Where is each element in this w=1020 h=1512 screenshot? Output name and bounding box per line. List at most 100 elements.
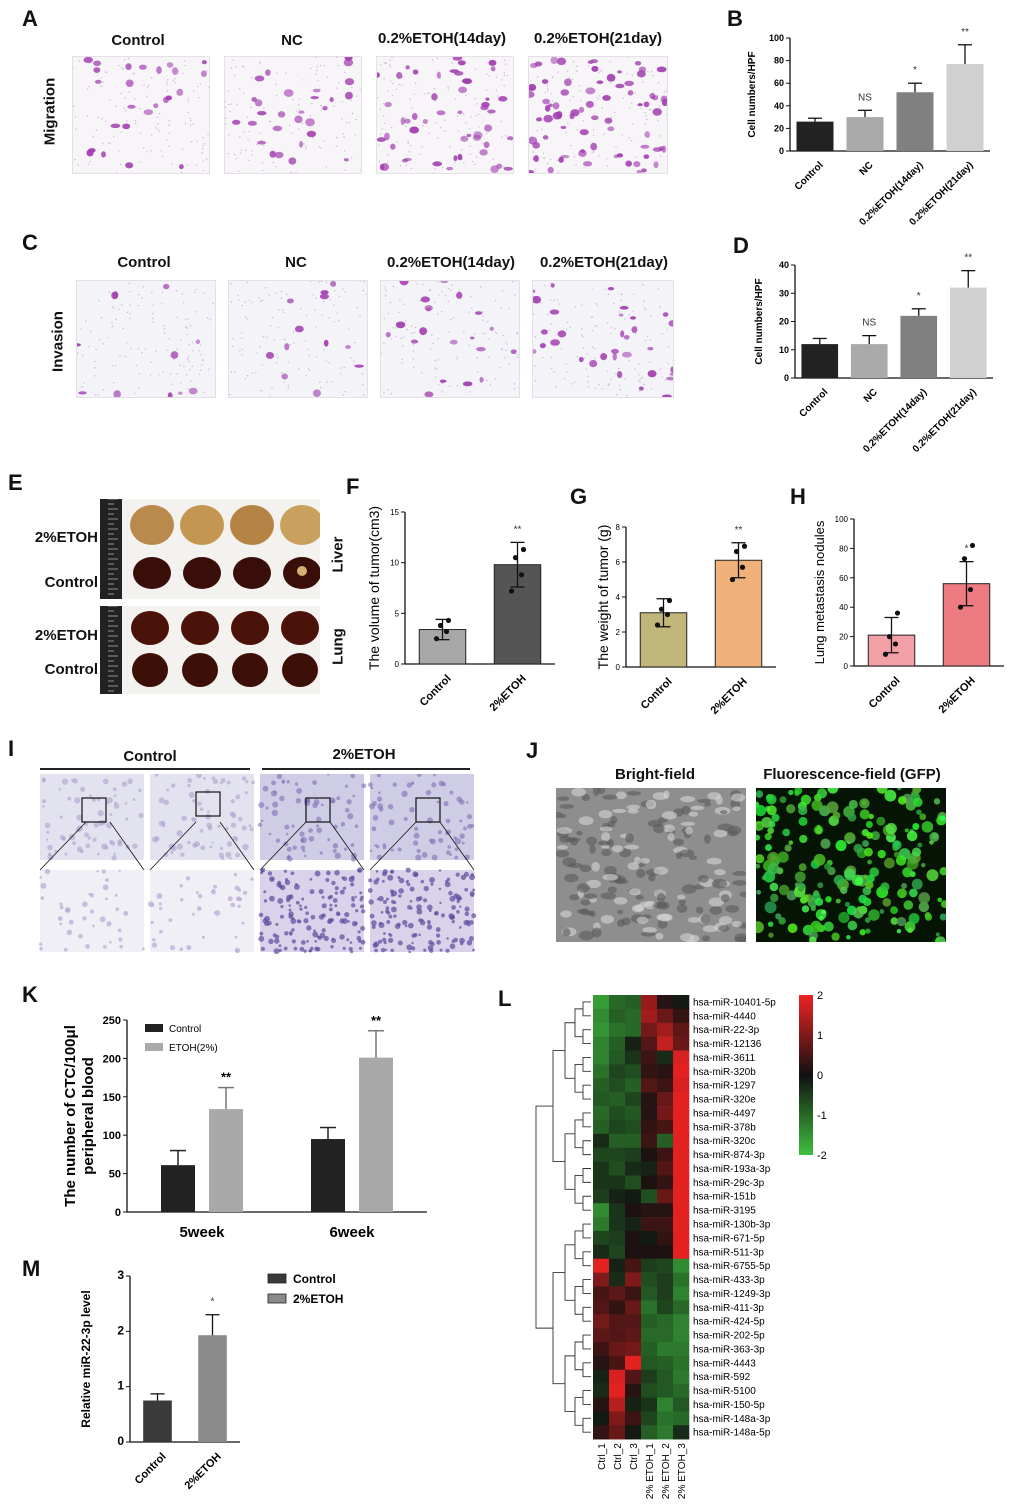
pore xyxy=(387,312,389,315)
nucleus xyxy=(390,848,394,852)
heatmap-cell xyxy=(609,1189,626,1204)
heatmap-cell xyxy=(593,1397,610,1412)
nucleus xyxy=(413,832,420,839)
nucleus xyxy=(342,918,348,925)
nucleus xyxy=(294,782,299,786)
pore xyxy=(547,313,549,316)
heatmap-cell xyxy=(641,1133,658,1148)
heatmap-cell xyxy=(673,1064,690,1079)
pore xyxy=(316,356,318,358)
data-point xyxy=(886,634,893,640)
dendrogram-branch xyxy=(564,1022,575,1079)
pore xyxy=(383,77,385,80)
gfp-cell xyxy=(876,788,888,794)
nucleus xyxy=(371,826,377,832)
stained-cell xyxy=(651,95,659,101)
stained-cell xyxy=(620,330,625,338)
pore xyxy=(381,352,382,355)
nucleus xyxy=(330,944,334,949)
pore xyxy=(250,106,252,108)
nucleus xyxy=(466,940,473,946)
pore xyxy=(609,60,611,63)
pore xyxy=(251,372,254,375)
nucleus xyxy=(394,923,401,929)
pore xyxy=(320,147,322,150)
gfp-cell xyxy=(799,834,808,844)
stained-cell xyxy=(377,72,380,78)
nucleus xyxy=(360,909,366,914)
pore xyxy=(638,390,641,392)
legend-swatch xyxy=(267,1293,287,1304)
pore xyxy=(238,299,240,301)
pore xyxy=(560,347,563,350)
stained-cell xyxy=(294,325,304,333)
nucleus xyxy=(268,938,274,945)
pore xyxy=(492,158,495,161)
nucleus xyxy=(300,940,306,945)
pore xyxy=(557,71,559,73)
pore xyxy=(277,327,279,329)
heatmap-cell xyxy=(641,1161,658,1176)
stained-cell xyxy=(330,281,337,287)
nucleus xyxy=(380,910,384,914)
pore xyxy=(281,372,283,374)
y-tick-label: 80 xyxy=(839,544,848,553)
nucleus xyxy=(118,869,121,872)
cell xyxy=(635,869,646,878)
nucleus xyxy=(369,803,376,810)
pore xyxy=(601,107,604,109)
row-label: hsa-miR-1297 xyxy=(693,1081,756,1092)
pore xyxy=(188,356,190,358)
heatmap-cell xyxy=(641,1217,658,1232)
nucleus xyxy=(138,788,142,793)
pore xyxy=(440,310,443,313)
pore xyxy=(365,293,367,295)
pore xyxy=(431,334,433,336)
nucleus xyxy=(443,801,449,807)
nucleus xyxy=(225,826,229,831)
pore xyxy=(470,296,472,298)
category-label: Control xyxy=(793,160,826,193)
pore xyxy=(581,328,583,330)
pore xyxy=(186,333,188,336)
heatmap-cell xyxy=(641,1314,658,1329)
nucleus xyxy=(85,843,91,849)
pore xyxy=(567,70,569,73)
nucleus xyxy=(258,912,264,918)
stained-cell xyxy=(440,281,449,284)
heatmap-cell xyxy=(593,1078,610,1093)
pore xyxy=(136,364,138,367)
cell xyxy=(739,891,746,898)
stained-cell xyxy=(436,110,446,116)
stained-cell xyxy=(265,69,271,76)
nucleus xyxy=(270,877,274,881)
heatmap-cell xyxy=(625,1328,642,1343)
nucleus xyxy=(192,817,197,823)
nucleus xyxy=(376,774,381,778)
pore xyxy=(335,137,338,139)
pore xyxy=(486,321,489,323)
gfp-cell xyxy=(815,827,823,835)
heatmap-cell xyxy=(641,1008,658,1024)
nucleus xyxy=(390,906,397,913)
pore xyxy=(638,374,640,376)
pore xyxy=(353,363,355,366)
lung-control xyxy=(132,653,168,687)
pore xyxy=(271,316,274,319)
nucleus xyxy=(430,941,435,947)
category-label: NC xyxy=(858,160,876,178)
dendrogram-branch xyxy=(582,1390,591,1405)
heatmap-cell xyxy=(593,1314,610,1329)
pore xyxy=(468,311,470,313)
heatmap-cell xyxy=(657,1022,674,1037)
nucleus xyxy=(89,794,92,798)
y-tick-label: 60 xyxy=(774,78,784,88)
data-point xyxy=(957,604,964,610)
nucleus xyxy=(138,813,144,819)
stained-cell xyxy=(670,366,673,373)
nucleus xyxy=(360,925,365,931)
pore xyxy=(258,297,260,299)
pore xyxy=(228,133,230,136)
nucleus xyxy=(438,837,444,844)
pore xyxy=(185,318,187,321)
